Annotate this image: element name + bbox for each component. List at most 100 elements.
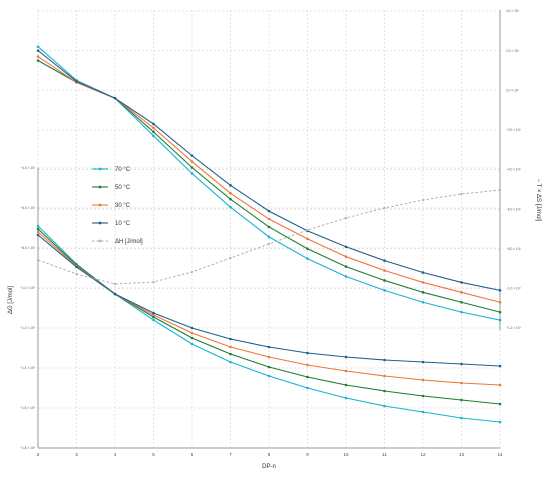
series-point-5 xyxy=(190,166,194,169)
series-point-0 xyxy=(421,410,425,414)
series-point-4 xyxy=(460,310,463,314)
series-point-6 xyxy=(229,191,232,195)
series-point-7 xyxy=(75,80,78,83)
series-point-8 xyxy=(152,280,155,284)
y-left-tick-label: −1.4 × 10⁴ xyxy=(20,366,35,370)
series-point-5 xyxy=(498,310,502,314)
series-layer xyxy=(36,45,502,424)
series-point-2 xyxy=(152,313,155,317)
series-point-2 xyxy=(460,381,463,385)
series-point-2 xyxy=(229,345,232,349)
series-point-0 xyxy=(36,224,40,228)
series-point-4 xyxy=(36,45,40,48)
series-point-6 xyxy=(383,269,386,272)
series-point-3 xyxy=(421,360,425,364)
series-point-1 xyxy=(190,336,194,340)
series-point-2 xyxy=(267,355,271,359)
y-left-tick-label: −8.0 × 10³ xyxy=(20,246,35,250)
legend-marker xyxy=(98,185,102,189)
series-point-5 xyxy=(229,197,232,201)
series-point-7 xyxy=(421,271,425,274)
x-tick-label: 2 xyxy=(37,452,40,457)
y-right-tick-label: −1.2 × 10⁴ xyxy=(506,326,521,330)
series-point-5 xyxy=(460,300,463,304)
x-tick-label: 8 xyxy=(268,452,271,457)
x-tick-label: 14 xyxy=(497,452,503,457)
series-point-3 xyxy=(306,351,309,355)
series-point-0 xyxy=(190,342,194,346)
series-point-7 xyxy=(498,289,502,292)
x-tick-label: 13 xyxy=(459,452,465,457)
series-point-0 xyxy=(229,360,232,364)
series-point-6 xyxy=(306,237,309,241)
x-tick-label: 10 xyxy=(343,452,349,457)
series-point-3 xyxy=(113,292,117,296)
y-right-tick-label: −4.0 × 10³ xyxy=(506,168,521,172)
series-point-1 xyxy=(460,398,463,402)
series-point-0 xyxy=(267,374,271,378)
legend-marker xyxy=(98,221,102,225)
series-point-4 xyxy=(190,172,194,175)
y-axis-label-right: − T × ΔS [J/mol] xyxy=(535,179,541,222)
series-point-3 xyxy=(75,265,78,269)
series-point-7 xyxy=(36,49,40,52)
series-point-5 xyxy=(36,59,40,62)
series-point-3 xyxy=(229,337,232,341)
series-point-8 xyxy=(267,242,271,246)
series-point-8 xyxy=(190,270,194,274)
series-point-7 xyxy=(383,259,386,262)
x-tick-label: 4 xyxy=(114,452,117,457)
series-point-6 xyxy=(344,255,348,258)
x-tick-label: 9 xyxy=(306,452,309,457)
series-point-3 xyxy=(498,364,502,368)
series-point-0 xyxy=(152,318,155,322)
series-point-4 xyxy=(498,318,502,322)
legend-marker xyxy=(98,239,102,243)
series-point-2 xyxy=(498,383,502,387)
series-point-7 xyxy=(190,154,194,157)
series-point-3 xyxy=(36,233,40,237)
series-point-2 xyxy=(190,331,194,335)
series-point-3 xyxy=(152,311,155,315)
series-point-1 xyxy=(498,402,502,406)
series-point-7 xyxy=(267,209,271,213)
series-point-6 xyxy=(421,281,425,284)
series-point-4 xyxy=(421,300,425,304)
series-point-0 xyxy=(306,386,309,390)
series-point-8 xyxy=(344,216,348,220)
x-tick-label: 5 xyxy=(152,452,155,457)
series-point-6 xyxy=(152,126,155,130)
series-point-2 xyxy=(306,363,309,367)
series-point-1 xyxy=(229,352,232,356)
series-point-6 xyxy=(460,291,463,294)
y-left-tick-label: −1.2 × 10⁴ xyxy=(20,326,35,330)
legend-marker xyxy=(98,167,102,171)
series-point-6 xyxy=(190,160,194,163)
legend-label: 10 °C xyxy=(115,221,131,227)
series-point-8 xyxy=(229,256,232,260)
series-point-1 xyxy=(306,375,309,379)
series-point-7 xyxy=(229,184,232,187)
series-point-0 xyxy=(498,420,502,424)
series-point-3 xyxy=(344,355,348,359)
y-left-tick-label: −1.6 × 10⁴ xyxy=(20,406,35,410)
x-axis-label: DP-n xyxy=(262,464,276,470)
series-point-8 xyxy=(75,272,78,276)
series-point-8 xyxy=(306,228,309,232)
y-right-tick-label: −6.0 × 10³ xyxy=(506,207,521,211)
y-right-tick-label: 2.0 × 10³ xyxy=(506,49,519,53)
series-point-2 xyxy=(36,230,40,234)
series-point-4 xyxy=(229,205,232,209)
series-point-6 xyxy=(498,300,502,304)
series-point-1 xyxy=(267,365,271,369)
series-point-7 xyxy=(344,245,348,249)
legend: 70 °C 50 °C 30 °C 10 °C ΔH [J/mol] xyxy=(92,167,143,245)
series-point-3 xyxy=(383,358,386,362)
grid-layer xyxy=(37,10,501,449)
series-point-6 xyxy=(36,55,40,58)
y-left-tick-label: −1.8 × 10⁴ xyxy=(20,446,35,450)
legend-label: ΔH [J/mol] xyxy=(115,239,143,245)
series-point-8 xyxy=(36,258,40,262)
series-point-5 xyxy=(344,265,348,268)
